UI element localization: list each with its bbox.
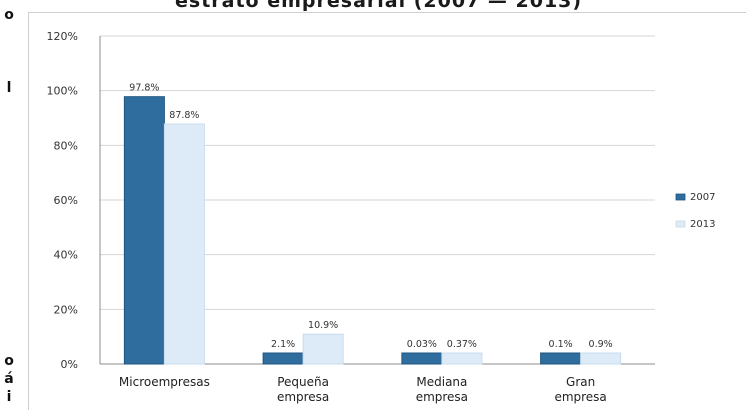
- bar-2013-2: [441, 352, 483, 365]
- x-tick-label: empresa: [277, 390, 329, 404]
- y-tick-label: 40%: [54, 249, 78, 262]
- data-label: 97.8%: [129, 83, 159, 94]
- bar-2013-1: [302, 333, 344, 365]
- legend-swatch-2007: [675, 193, 686, 201]
- x-tick-label: empresa: [416, 390, 468, 404]
- chart-title-area: estrato empresarial (2007 — 2013): [0, 0, 746, 12]
- data-label: 0.03%: [407, 339, 437, 350]
- x-tick-label: Mediana: [416, 375, 467, 389]
- bar-2013-3: [580, 352, 622, 365]
- y-tick-label: 120%: [47, 30, 78, 43]
- bar-2007-3: [540, 352, 582, 365]
- bar-2007-1: [262, 352, 304, 365]
- y-tick-label: 80%: [54, 139, 78, 152]
- bar-2007-2: [401, 352, 443, 365]
- x-tick-label: Pequeña: [277, 375, 329, 389]
- x-tick-label: empresa: [554, 390, 606, 404]
- data-label: 0.1%: [549, 339, 573, 350]
- x-tick-label: Microempresas: [119, 375, 210, 389]
- data-label: 87.8%: [169, 110, 199, 121]
- bar-2013-0: [163, 123, 205, 365]
- legend-label-2007: 2007: [690, 192, 715, 203]
- y-tick-label: 20%: [54, 303, 78, 316]
- left-margin-char: l: [6, 79, 12, 96]
- x-tick-label: Gran: [566, 375, 595, 389]
- y-tick-label: 60%: [54, 194, 78, 207]
- left-margin-char: i: [6, 389, 12, 406]
- left-margin-char: á: [4, 371, 14, 387]
- data-label: 10.9%: [308, 320, 338, 331]
- bar-2007-0: [123, 96, 165, 365]
- y-tick-label: 0%: [61, 358, 78, 371]
- left-margin-char: o: [4, 7, 14, 23]
- chart-title: estrato empresarial (2007 — 2013): [175, 0, 583, 12]
- left-margin-char: o: [4, 352, 14, 369]
- chart-frame: [28, 12, 746, 410]
- data-label: 0.9%: [589, 339, 613, 350]
- y-tick-label: 100%: [47, 85, 78, 98]
- data-label: 2.1%: [271, 339, 295, 350]
- legend-swatch-2013: [675, 220, 686, 228]
- data-label: 0.37%: [447, 339, 477, 350]
- legend-label-2013: 2013: [690, 219, 715, 230]
